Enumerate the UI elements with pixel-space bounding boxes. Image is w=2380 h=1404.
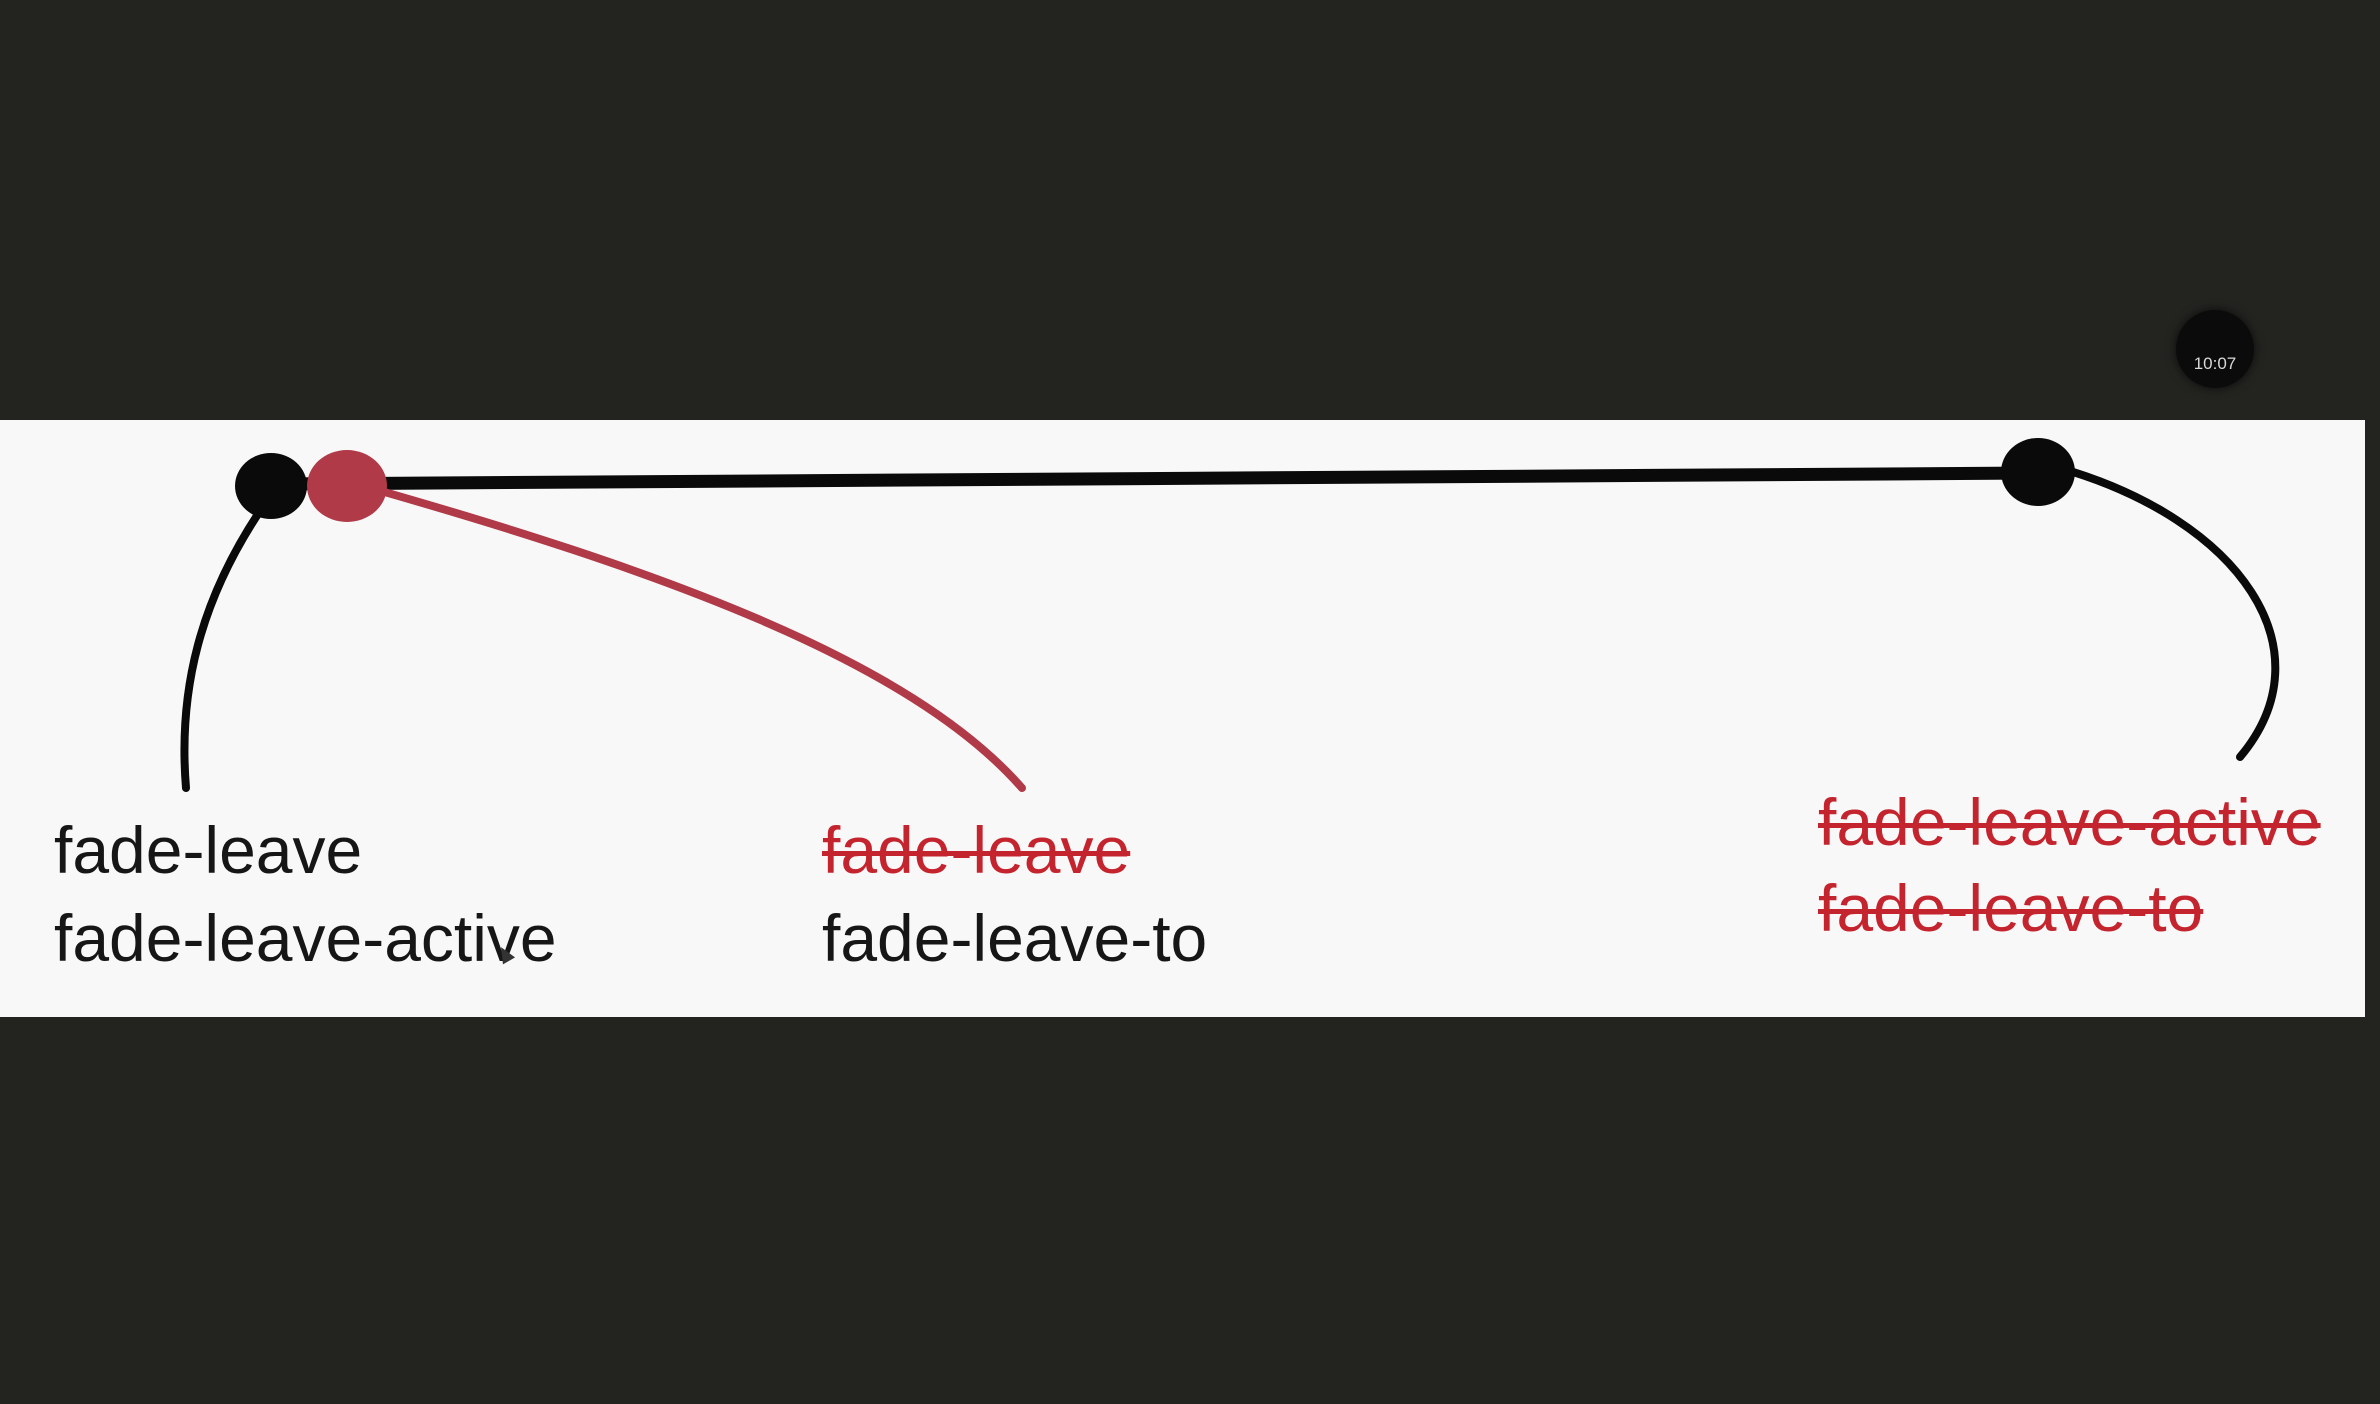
timeline-slide: fade-leave fade-leave-active fade-leave …: [0, 420, 2365, 1017]
start-node: [235, 453, 307, 519]
timeline-diagram: [180, 438, 2280, 792]
start-connector-curve: [180, 504, 266, 792]
next-frame-label-line2: fade-leave-to: [822, 901, 1208, 975]
next-frame-node: [307, 450, 387, 522]
next-frame-connector-curve: [356, 481, 1026, 792]
end-label-line2: fade-leave-to: [1818, 871, 2204, 945]
clock-time: 10:07: [2193, 354, 2237, 373]
next-frame-label-line1: fade-leave: [822, 813, 1131, 887]
end-connector-curve: [2056, 464, 2280, 761]
end-node: [2001, 438, 2075, 506]
clock-badge: 10:07: [2176, 310, 2254, 388]
end-label-line1: fade-leave-active: [1818, 785, 2321, 859]
start-label-line1: fade-leave: [54, 813, 363, 887]
start-label-line2: fade-leave-active: [54, 901, 557, 975]
timeline-line: [265, 466, 2045, 491]
